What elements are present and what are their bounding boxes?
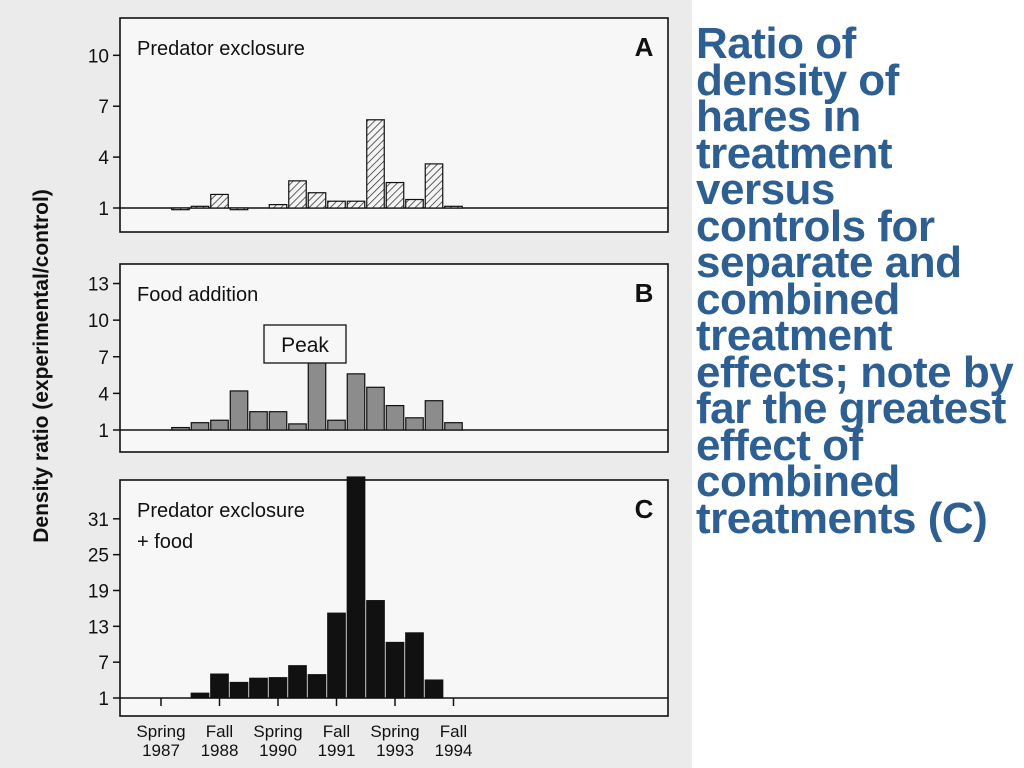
peak-annotation-box (263, 324, 347, 364)
bar-C (190, 692, 210, 699)
x-tick-label: 1988 (201, 741, 239, 760)
x-tick-label: 1990 (259, 741, 297, 760)
bar-B (288, 423, 307, 431)
x-tick-label: 1987 (142, 741, 180, 760)
bar-C (366, 600, 385, 699)
x-tick-label: Spring (370, 722, 419, 741)
bar-B (249, 411, 268, 431)
x-tick-label: Fall (323, 722, 350, 741)
x-tick-label: 1994 (435, 741, 473, 760)
bar-C (307, 674, 327, 699)
density-ratio-chart: 1 4 7 10 Predator exclosure A 1 4 7 10 13 Food addi… (30, 17, 669, 760)
bar-C (424, 679, 444, 699)
figure-panel: 1 4 7 10 Predator exclosure A 1 4 7 10 13 Food addi… (0, 0, 692, 768)
y-axis-label: Density ratio (experimental/control) (30, 189, 53, 543)
bar-B (444, 422, 463, 431)
y-tick-label-A: 10 (88, 46, 109, 67)
panel-letter-C: C (635, 494, 654, 524)
bar-A (385, 181, 405, 209)
bar-C (385, 641, 405, 699)
y-tick-label-C: 1 (98, 689, 109, 710)
x-tick-label: 1991 (318, 741, 356, 760)
y-tick-label-B: 4 (98, 384, 109, 405)
bar-B (346, 373, 366, 431)
bar-A (424, 163, 444, 209)
bar-A (190, 205, 210, 209)
y-tick-label-B: 7 (98, 348, 109, 369)
panel-title-C: Predator exclosure (137, 500, 305, 522)
panel-title-C: + food (137, 531, 193, 553)
bar-B (190, 422, 210, 431)
bar-A (171, 207, 190, 211)
bar-C (346, 476, 366, 699)
y-tick-label-C: 31 (88, 510, 109, 531)
bar-B (424, 400, 444, 431)
bar-C (229, 681, 249, 699)
bar-C (210, 673, 229, 699)
bar-B (405, 417, 424, 431)
bar-B (210, 419, 229, 431)
bar-A (210, 193, 229, 209)
y-tick-label-A: 7 (98, 97, 109, 118)
bar-A (405, 198, 424, 209)
x-tick-label: Fall (440, 722, 467, 741)
y-tick-label-C: 19 (88, 581, 109, 602)
bar-A (444, 205, 463, 209)
panel-letter-A: A (635, 32, 654, 62)
y-tick-label-A: 1 (98, 199, 109, 220)
bar-C (327, 612, 346, 699)
peak-annotation-label: Peak (281, 334, 329, 357)
y-tick-label-B: 1 (98, 421, 109, 442)
bar-B (307, 361, 327, 431)
bar-C (268, 677, 288, 699)
panel-title-B: Food addition (137, 284, 258, 306)
x-tick-label: 1993 (376, 741, 414, 760)
bar-C (249, 677, 268, 699)
y-tick-label-B: 10 (88, 311, 109, 332)
bar-A (268, 204, 288, 209)
bar-A (229, 207, 249, 211)
x-tick-label: Spring (253, 722, 302, 741)
y-tick-label-C: 13 (88, 617, 109, 638)
bar-B (171, 426, 190, 431)
bar-C (405, 632, 424, 699)
bar-A (307, 192, 327, 209)
panel-title-A: Predator exclosure (137, 38, 305, 60)
x-tick-label: Fall (206, 722, 233, 741)
y-tick-label-C: 7 (98, 653, 109, 674)
bar-C (288, 665, 307, 699)
panel-letter-B: B (635, 278, 654, 308)
bar-B (268, 411, 288, 431)
bar-A (346, 200, 366, 209)
y-tick-label-A: 4 (98, 148, 109, 169)
bar-B (327, 419, 346, 431)
bar-B (229, 390, 249, 431)
bar-B (366, 386, 385, 431)
bar-A (327, 200, 346, 209)
y-tick-label-B: 13 (88, 275, 109, 296)
bar-A (366, 119, 385, 209)
bar-A (288, 180, 307, 209)
caption-text: Ratio of density of hares in treatment v… (696, 19, 1014, 543)
bar-B (385, 404, 405, 431)
x-tick-label: Spring (136, 722, 185, 741)
y-tick-label-C: 25 (88, 546, 109, 567)
